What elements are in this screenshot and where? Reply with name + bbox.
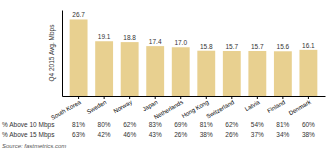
table-row-label: % Above 15 Mbps (2, 131, 55, 139)
x-tick: Denmark (288, 96, 313, 116)
data-label: 26.7 (72, 11, 85, 18)
table-cell: 81% (72, 121, 85, 128)
x-tick: Finland (266, 96, 286, 114)
bar (95, 41, 113, 96)
bar (70, 19, 88, 96)
x-tick-label: Japan (141, 99, 158, 112)
x-axis: South KoreaSwedenNorwayJapanNetherlandsH… (50, 96, 325, 121)
data-label: 19.1 (98, 33, 111, 40)
table-cell: 38% (200, 131, 213, 138)
x-tick-label: Latvia (244, 99, 261, 113)
table-cell: 26% (174, 131, 187, 138)
table-cell: 46% (123, 131, 136, 138)
y-axis-line (62, 11, 63, 97)
table-cell: 83% (149, 121, 162, 128)
source: Source: fastmetrics.com (2, 143, 66, 149)
bar (121, 42, 139, 96)
table: % Above 10 Mbps 81% 80% 62% 83% 69% 81% 62% 54% 8… (2, 121, 315, 139)
y-axis (62, 11, 63, 97)
data-labels: 26.7 19.1 18.8 17.4 17.0 15.8 15.7 15.7 15.6 16.1 (72, 11, 315, 50)
x-axis-line (63, 96, 326, 97)
bar (197, 51, 215, 96)
table-cell: 26% (225, 131, 238, 138)
table-cell: 54% (251, 121, 264, 128)
data-label: 17.4 (149, 38, 162, 45)
bars (70, 19, 318, 96)
table-cell: 81% (276, 121, 289, 128)
table-cell: 69% (174, 121, 187, 128)
x-tick: Switzerland (205, 96, 235, 120)
data-label: 15.6 (277, 43, 290, 50)
table-cell: 34% (276, 131, 289, 138)
table-cell: 43% (149, 131, 162, 138)
x-tick: Netherlands (153, 96, 184, 120)
x-tick-label: Finland (266, 99, 286, 114)
x-tick: Japan (141, 96, 158, 112)
x-tick: Sweden (86, 96, 108, 115)
table-cell: 81% (200, 121, 213, 128)
x-tick-label: Netherlands (153, 99, 184, 120)
bar (223, 51, 241, 96)
bar (299, 50, 317, 96)
table-row-label: % Above 10 Mbps (2, 121, 55, 129)
x-tick-label: Sweden (86, 99, 108, 115)
x-tick: South Korea (50, 96, 82, 121)
table-cell: 38% (302, 131, 315, 138)
table-cell: 42% (98, 131, 111, 138)
bar (146, 46, 164, 96)
x-tick-label: Norway (112, 99, 133, 114)
data-label: 17.0 (174, 39, 187, 46)
x-tick-label: Switzerland (205, 99, 235, 120)
data-label: 18.8 (123, 34, 136, 41)
data-label: 15.7 (225, 43, 238, 50)
x-tick-label: South Korea (50, 99, 82, 121)
table-cell: 37% (251, 131, 264, 138)
bar (274, 51, 292, 96)
table-cell: 63% (72, 131, 85, 138)
table-cell: 60% (302, 121, 315, 128)
table-cell: 62% (123, 121, 136, 128)
chart: 26.7 19.1 18.8 17.4 17.0 15.8 15.7 15.7 15.6 16.1… (0, 0, 331, 152)
data-label: 15.8 (200, 43, 213, 50)
data-label: 15.7 (251, 43, 264, 50)
table-cell: 80% (98, 121, 111, 128)
bar (172, 47, 190, 96)
x-tick-label: Denmark (288, 99, 313, 117)
x-tick: Latvia (244, 96, 261, 112)
bar (248, 51, 266, 96)
data-label: 16.1 (302, 42, 315, 49)
table-cell: 62% (225, 121, 238, 128)
x-tick: Norway (112, 96, 133, 114)
plot: 26.7 19.1 18.8 17.4 17.0 15.8 15.7 15.7 15.6 16.1… (50, 11, 325, 121)
y-axis-title: Q4 2015 Avg. Mbps (48, 24, 56, 82)
